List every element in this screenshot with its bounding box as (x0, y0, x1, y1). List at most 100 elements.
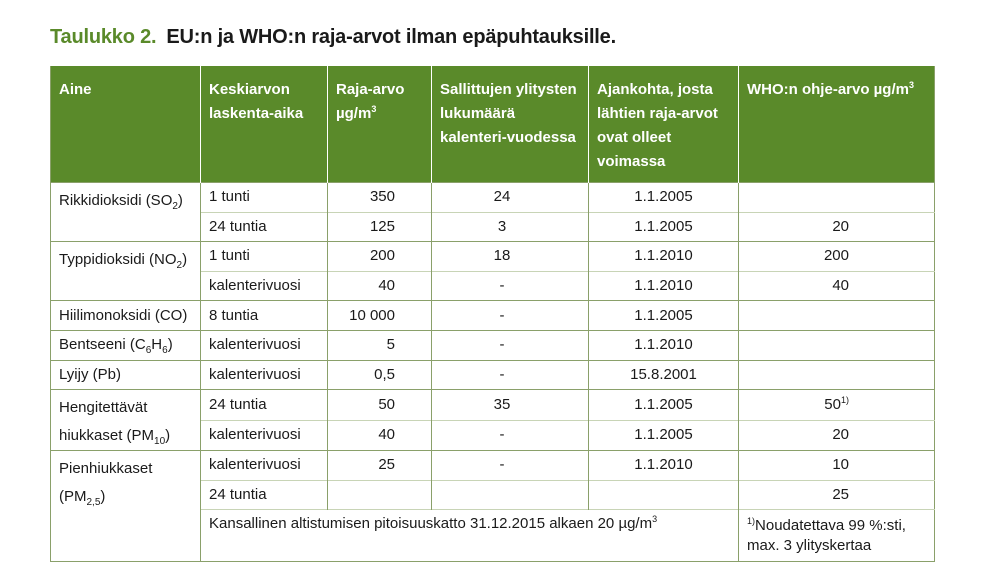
substance-text: ) (165, 427, 171, 445)
who-cell: 40 (832, 277, 849, 295)
limit-cell: 50 (327, 389, 432, 421)
caption-number: Taulukko 2. (50, 26, 157, 48)
count-cell: 24 (431, 182, 589, 213)
substance-pm10: Hengitettävät hiukkaset (PM10) (50, 389, 201, 451)
who-cell (739, 301, 935, 331)
count-cell: 3 (431, 212, 589, 242)
subscript: 2,5 (86, 497, 101, 509)
substance-pb: Lyijy (Pb) (50, 360, 201, 390)
substance-text: H (151, 336, 163, 354)
caption-title: EU:n ja WHO:n raja-arvot ilman epäpuhtau… (166, 26, 616, 48)
limit-values-table: Aine Keskiarvon laskenta-aika Raja-arvo µ… (50, 66, 935, 563)
substance-text: ) (182, 251, 188, 269)
substance-so2: Rikkidioksidi (SO2) (50, 182, 201, 242)
table-row: Hiilimonoksidi (CO) 8 tuntia 10 000 - 1.… (50, 300, 935, 331)
count-cell: - (431, 450, 589, 481)
superscript: 3 (371, 104, 377, 114)
superscript: 3 (652, 514, 658, 525)
period-cell: 1 tunti (200, 182, 328, 213)
period-cell: 8 tuntia (200, 300, 328, 331)
period-cell: kalenterivuosi (200, 450, 328, 481)
date-cell (588, 480, 739, 510)
period-cell: kalenterivuosi (200, 360, 328, 390)
table-caption: Taulukko 2. EU:n ja WHO:n raja-arvot ilma… (50, 26, 616, 49)
date-cell: 1.1.2005 (588, 389, 739, 421)
substance-text: Rikkidioksidi (SO (59, 192, 173, 209)
who-cell (739, 183, 935, 213)
limit-cell: 0,5 (327, 360, 432, 390)
table-row: Bentseeni (C6H6) kalenterivuosi 5 - 1.1.… (50, 330, 935, 361)
header-aine: Aine (50, 66, 201, 183)
count-cell (431, 480, 589, 510)
who-value: 50 (824, 395, 841, 413)
limit-cell (327, 480, 432, 510)
limit-cell: 5 (327, 330, 432, 361)
table-row: Pienhiukkaset (PM2,5) kalenterivuosi 25 … (50, 450, 935, 562)
count-cell: - (431, 300, 589, 331)
table-row: kalenterivuosi 40 - 1.1.2010 40 (50, 271, 935, 301)
substance-text: ) (177, 192, 183, 209)
count-cell: - (431, 330, 589, 361)
date-cell: 1.1.2005 (588, 182, 739, 213)
date-cell: 1.1.2005 (588, 212, 739, 242)
subscript: 6 (162, 345, 168, 357)
table-row: 24 tuntia 25 (50, 480, 935, 510)
who-cell: 20 (832, 426, 849, 444)
table-row: Typpidioksidi (NO2) 1 tunti 200 18 1.1.2… (50, 241, 935, 301)
table-row: Hengitettävät hiukkaset (PM10) 24 tuntia… (50, 389, 935, 451)
substance-pm25: Pienhiukkaset (PM2,5) (50, 450, 201, 562)
who-cell: 501) (739, 390, 935, 421)
count-cell: 18 (431, 241, 589, 272)
header-raja-arvo: Raja-arvo µg/m3 (327, 66, 432, 183)
header-keskiarvon: Keskiarvon laskenta-aika (200, 66, 328, 183)
footnote-mark: 1) (840, 394, 849, 405)
table-row: 24 tuntia 125 3 1.1.2005 20 (50, 212, 935, 242)
footnote-text: Noudatettava 99 %:sti, max. 3 ylityskert… (747, 517, 906, 555)
period-cell: 24 tuntia (200, 212, 328, 242)
subscript: 2 (172, 201, 178, 212)
table-row: Lyijy (Pb) kalenterivuosi 0,5 - 15.8.200… (50, 360, 935, 390)
period-cell: kalenterivuosi (200, 271, 328, 301)
substance-text: Bentseeni (C (59, 336, 146, 354)
period-cell: kalenterivuosi (200, 330, 328, 361)
date-cell: 1.1.2005 (588, 300, 739, 331)
substance-co: Hiilimonoksidi (CO) (50, 300, 201, 331)
header-who: WHO:n ohje-arvo µg/m3 (738, 66, 935, 183)
substance-text: Typpidioksidi (NO (59, 251, 177, 269)
limit-cell: 10 000 (327, 300, 432, 331)
header-row: Aine Keskiarvon laskenta-aika Raja-arvo µ… (50, 66, 935, 183)
who-cell: 10 (832, 456, 849, 474)
header-ajankohta: Ajankohta, josta lähtien raja-arvot ovat… (588, 66, 739, 183)
substance-no2: Typpidioksidi (NO2) (50, 241, 201, 301)
substance-text: Hengitettävät hiukkaset (PM (59, 399, 155, 445)
count-cell: - (431, 420, 589, 451)
who-cell: 25 (832, 486, 849, 504)
substance-c6h6: Bentseeni (C6H6) (50, 330, 201, 361)
substance-text: ) (100, 488, 106, 506)
count-cell: - (431, 271, 589, 301)
header-raja-arvo-unit: µg/m (336, 105, 372, 122)
footnote: 1)Noudatettava 99 %:sti, max. 3 ylityske… (739, 510, 935, 562)
period-cell: 24 tuntia (200, 480, 328, 510)
limit-cell: 350 (327, 182, 432, 213)
header-sallittujen: Sallittujen ylitysten lukumäärä kalenter… (431, 66, 589, 183)
date-cell: 1.1.2005 (588, 420, 739, 451)
substance-text: Pienhiukkaset (PM (59, 460, 153, 506)
date-cell: 1.1.2010 (588, 271, 739, 301)
substance-text: ) (167, 336, 173, 354)
limit-cell: 125 (327, 212, 432, 242)
table-row: Rikkidioksidi (SO2) 1 tunti 350 24 1.1.2… (50, 182, 935, 242)
date-cell: 1.1.2010 (588, 241, 739, 272)
date-cell: 1.1.2010 (588, 330, 739, 361)
period-cell: 24 tuntia (200, 389, 328, 421)
header-who-label: WHO:n ohje-arvo µg/m (747, 81, 909, 98)
date-cell: 15.8.2001 (588, 360, 739, 390)
subscript: 10 (154, 436, 166, 448)
footer-row: Kansallinen altistumisen pitoisuuskatto … (50, 509, 935, 562)
date-cell: 1.1.2010 (588, 450, 739, 481)
footnote-mark: 1) (747, 516, 756, 527)
period-cell: kalenterivuosi (200, 420, 328, 451)
limit-cell: 40 (327, 271, 432, 301)
limit-cell: 200 (327, 241, 432, 272)
who-cell: 200 (823, 247, 849, 265)
